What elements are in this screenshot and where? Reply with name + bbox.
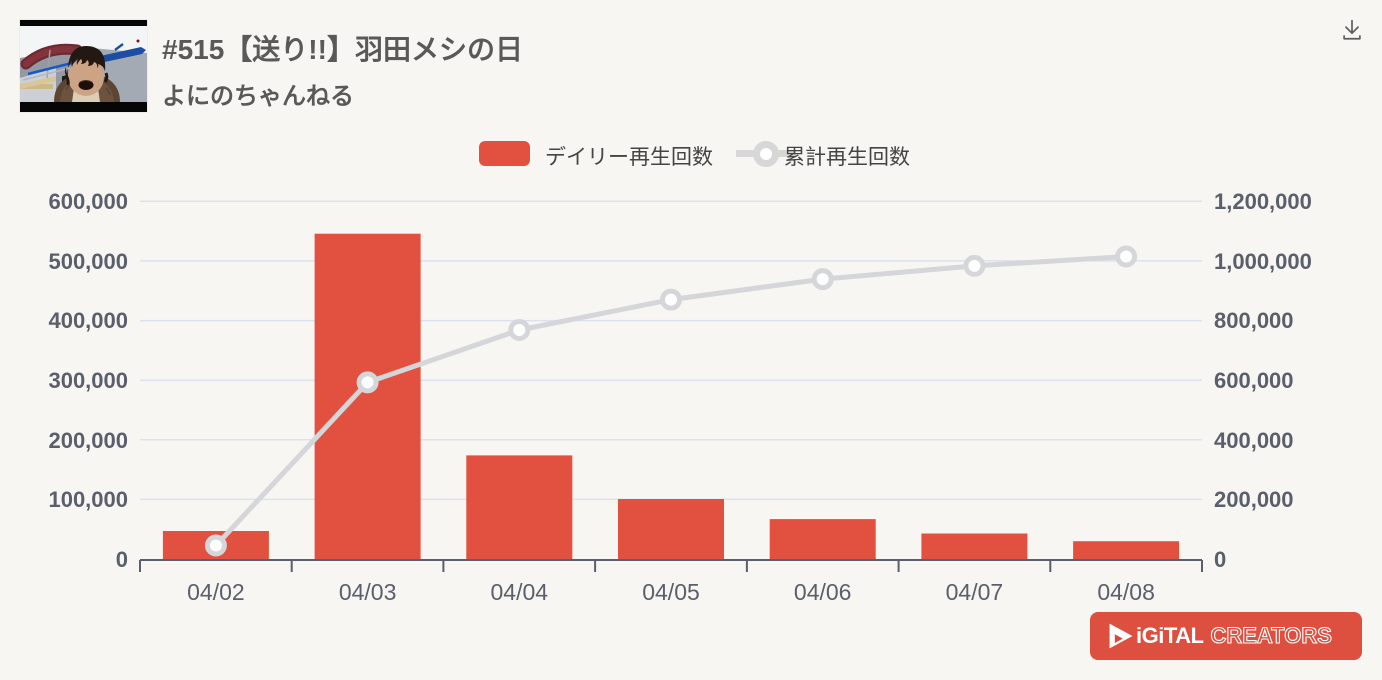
svg-text:300,000: 300,000 [48, 368, 128, 393]
svg-text:500,000: 500,000 [48, 249, 128, 274]
svg-text:600,000: 600,000 [1214, 368, 1294, 393]
svg-text:04/03: 04/03 [339, 579, 397, 605]
svg-text:04/08: 04/08 [1097, 579, 1155, 605]
svg-text:1,000,000: 1,000,000 [1214, 249, 1312, 274]
svg-text:200,000: 200,000 [48, 428, 128, 453]
svg-text:400,000: 400,000 [1214, 428, 1294, 453]
svg-text:0: 0 [1214, 547, 1226, 572]
svg-text:600,000: 600,000 [48, 189, 128, 214]
svg-text:04/06: 04/06 [794, 579, 852, 605]
svg-text:100,000: 100,000 [48, 487, 128, 512]
svg-text:04/02: 04/02 [187, 579, 245, 605]
svg-text:800,000: 800,000 [1214, 308, 1294, 333]
svg-text:04/04: 04/04 [491, 579, 549, 605]
svg-text:04/05: 04/05 [642, 579, 700, 605]
svg-text:400,000: 400,000 [48, 308, 128, 333]
svg-text:200,000: 200,000 [1214, 487, 1294, 512]
svg-text:0: 0 [116, 547, 128, 572]
svg-text:1,200,000: 1,200,000 [1214, 189, 1312, 214]
svg-text:04/07: 04/07 [946, 579, 1004, 605]
